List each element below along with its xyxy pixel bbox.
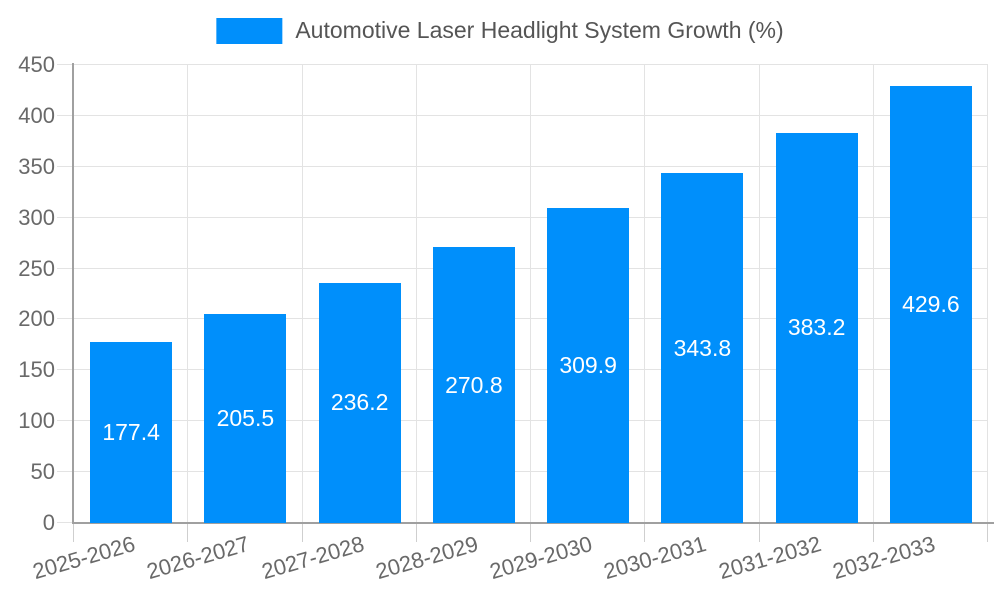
- bar-value-label: 383.2: [787, 314, 846, 341]
- gridline-h: [74, 318, 988, 320]
- x-axis-line: [72, 522, 994, 524]
- gridline-v: [187, 65, 189, 523]
- bar-value-label: 177.4: [102, 419, 160, 446]
- bar-value-label: 309.9: [559, 351, 617, 378]
- y-axis-line: [72, 63, 74, 523]
- gridline-v: [872, 65, 874, 523]
- gridline-v: [987, 65, 988, 523]
- y-tick-mark: [57, 369, 74, 371]
- bar[interactable]: 343.8: [661, 173, 744, 523]
- gridline-v: [530, 65, 531, 523]
- y-tick-mark: [57, 471, 74, 473]
- gridline-v: [415, 65, 417, 523]
- y-tick-label: 0: [42, 510, 55, 535]
- gridline-v: [758, 65, 760, 523]
- legend-item[interactable]: Automotive Laser Headlight System Growth…: [216, 17, 784, 44]
- bar[interactable]: 177.4: [90, 342, 173, 523]
- legend-label: Automotive Laser Headlight System Growth…: [295, 17, 784, 43]
- y-tick-label: 350: [18, 153, 55, 179]
- bar-value-label: 205.5: [216, 404, 275, 431]
- gridline-h: [74, 267, 988, 269]
- y-tick-mark: [57, 522, 74, 523]
- x-tick-mark: [758, 523, 760, 542]
- y-tick-label: 400: [18, 102, 55, 128]
- bar-value-label: 236.2: [330, 389, 389, 416]
- bar-value-label: 270.8: [445, 371, 503, 398]
- y-tick-label: 100: [18, 408, 55, 434]
- x-tick-mark: [415, 523, 417, 542]
- y-tick-mark: [57, 216, 74, 218]
- x-tick-mark: [530, 523, 531, 542]
- bar-value-label: 343.8: [673, 334, 732, 361]
- y-tick-mark: [57, 114, 74, 116]
- bar[interactable]: 205.5: [204, 313, 287, 523]
- bar[interactable]: 309.9: [547, 207, 630, 523]
- gridline-h: [74, 64, 988, 65]
- gridline-v: [644, 65, 646, 523]
- bar[interactable]: 270.8: [432, 247, 515, 523]
- y-tick-label: 450: [18, 52, 55, 77]
- gridline-h: [74, 165, 988, 167]
- bar[interactable]: 429.6: [889, 85, 972, 523]
- gridline-h: [74, 369, 988, 371]
- x-tick-mark: [872, 523, 874, 542]
- bar[interactable]: 236.2: [318, 282, 401, 523]
- gridline-h: [74, 216, 988, 218]
- gridline-v: [301, 65, 303, 523]
- bar[interactable]: 383.2: [775, 132, 858, 523]
- x-tick-mark: [187, 523, 189, 542]
- x-tick-mark: [644, 523, 646, 542]
- x-tick-mark: [73, 523, 74, 542]
- x-tick-mark: [301, 523, 303, 542]
- y-tick-label: 250: [18, 255, 55, 281]
- gridline-h: [74, 114, 988, 116]
- y-tick-label: 50: [30, 459, 55, 485]
- y-tick-mark: [57, 64, 74, 65]
- y-tick-label: 150: [18, 357, 55, 383]
- y-tick-label: 300: [18, 204, 55, 230]
- y-tick-label: 200: [18, 306, 55, 332]
- y-tick-mark: [57, 420, 74, 422]
- gridline-h: [74, 471, 988, 473]
- y-tick-mark: [57, 318, 74, 320]
- y-tick-mark: [57, 267, 74, 269]
- y-tick-mark: [57, 165, 74, 167]
- x-tick-mark: [987, 523, 988, 542]
- bar-value-label: 429.6: [902, 290, 960, 317]
- gridline-h: [74, 420, 988, 422]
- legend-swatch-icon: [216, 17, 283, 44]
